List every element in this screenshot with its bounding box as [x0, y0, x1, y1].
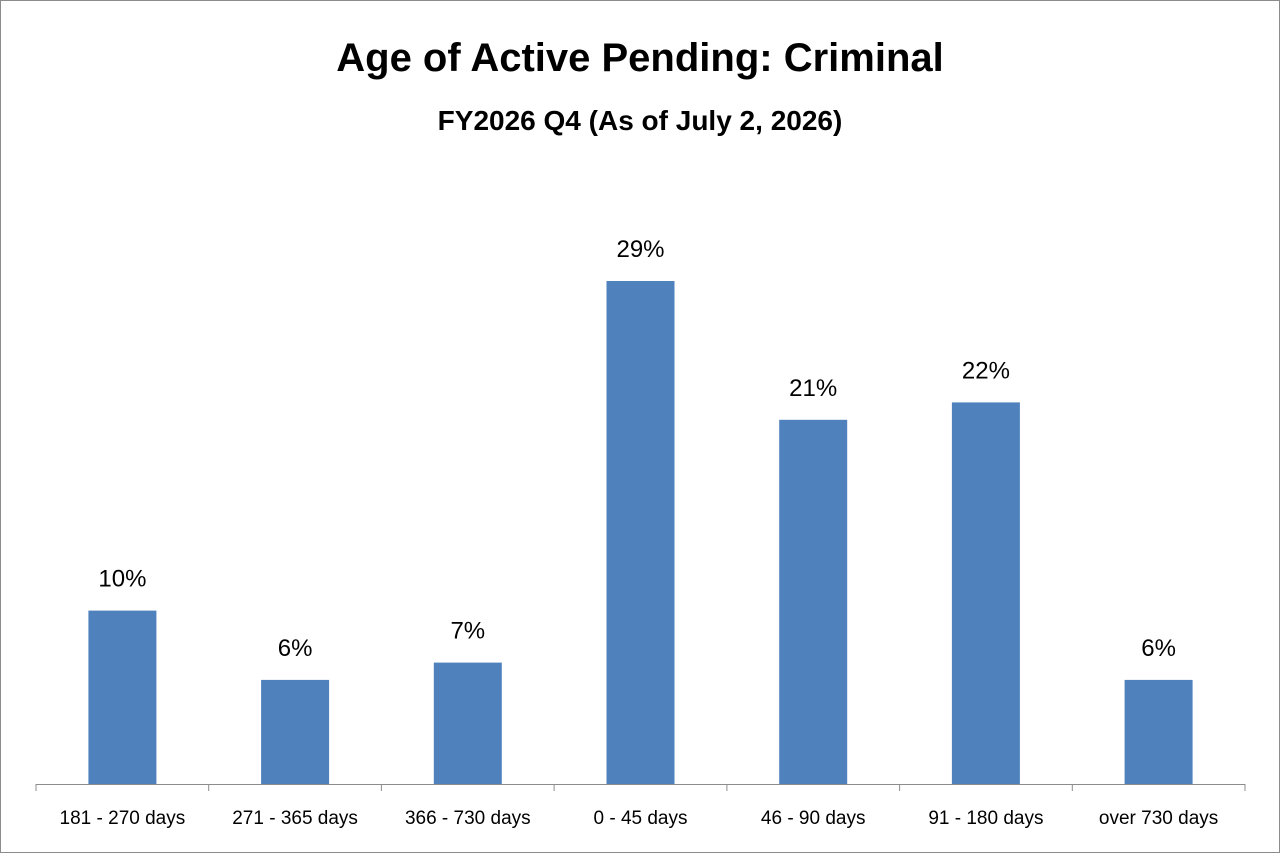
x-tick-label-4: 0 - 45 days — [594, 808, 688, 829]
data-label-1: 10% — [98, 566, 146, 593]
x-tick-label-2: 271 - 365 days — [232, 808, 358, 829]
bar-6 — [951, 402, 1020, 784]
data-label-2: 6% — [278, 635, 313, 662]
x-tick-label-5: 46 - 90 days — [761, 808, 866, 829]
x-tick-label-1: 181 - 270 days — [60, 808, 186, 829]
data-labels-layer: 10% 6% 7% 29% 21% 22% 6% — [98, 236, 1176, 662]
bar-2 — [261, 679, 330, 784]
data-label-3: 7% — [450, 618, 485, 645]
x-axis — [35, 784, 1246, 791]
bar-7 — [1124, 679, 1193, 784]
data-label-6: 22% — [962, 357, 1010, 384]
data-label-4: 29% — [616, 236, 664, 263]
x-tick-labels-layer: 181 - 270 days 271 - 365 days 366 - 730 da… — [60, 808, 1219, 829]
bar-4 — [606, 281, 675, 784]
data-label-5: 21% — [789, 375, 837, 402]
bars-layer — [88, 281, 1193, 784]
bar-5 — [779, 419, 848, 784]
chart-title: Age of Active Pending: Criminal — [336, 36, 944, 80]
chart-subtitle: FY2026 Q4 (As of July 2, 2026) — [437, 105, 843, 136]
x-tick-label-6: 91 - 180 days — [928, 808, 1043, 829]
data-label-7: 6% — [1141, 635, 1176, 662]
x-tick-label-3: 366 - 730 days — [405, 808, 531, 829]
x-tick-label-7: over 730 days — [1099, 808, 1218, 829]
bar-3 — [433, 662, 502, 784]
bar-1 — [88, 610, 157, 784]
